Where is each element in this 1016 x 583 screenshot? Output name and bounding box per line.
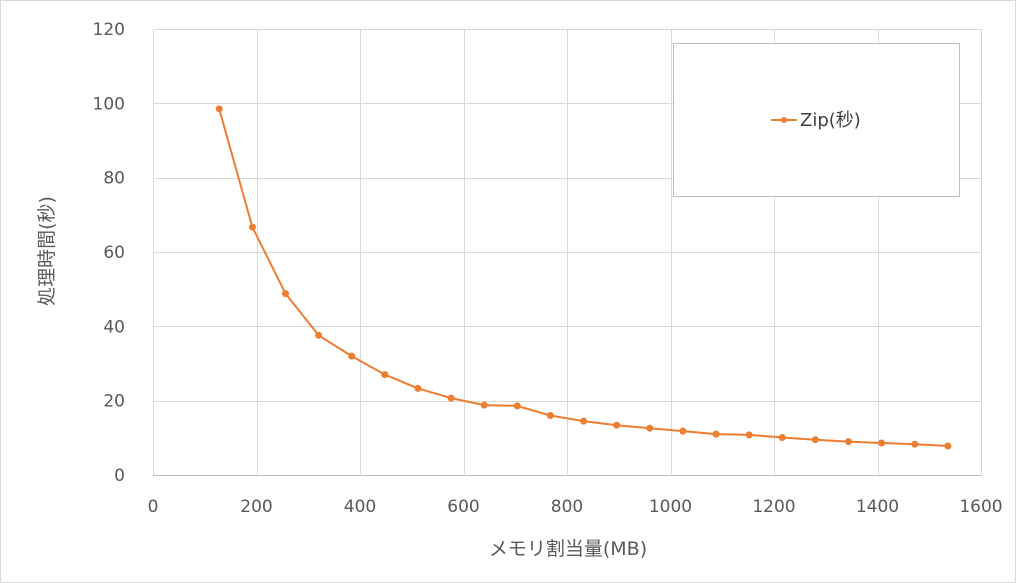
data-point	[745, 431, 753, 439]
x-tick-label: 1200	[752, 497, 795, 517]
legend-marker-swatch	[781, 117, 787, 123]
y-tick-label: 100	[93, 94, 125, 114]
y-tick-label: 40	[103, 317, 125, 337]
legend-box	[673, 43, 960, 197]
data-point	[381, 371, 389, 379]
x-axis-ticks: 0 200 400 600 800 1000 1200 1400 1600	[148, 497, 1003, 517]
data-point	[811, 436, 819, 444]
data-point	[248, 223, 256, 231]
y-axis-ticks: 0 20 40 60 80 100 120	[93, 20, 125, 486]
data-point	[712, 430, 720, 438]
data-point	[944, 442, 952, 450]
data-point	[546, 412, 554, 419]
y-tick-label: 120	[93, 20, 125, 40]
y-tick-label: 20	[103, 392, 125, 412]
y-tick-label: 0	[114, 466, 125, 486]
x-tick-label: 600	[447, 497, 479, 517]
data-point	[447, 394, 455, 402]
x-tick-label: 200	[240, 497, 272, 517]
y-axis-title: 処理時間(秒)	[36, 196, 58, 306]
data-point	[646, 424, 654, 432]
x-tick-label: 1000	[649, 497, 692, 517]
data-point	[911, 440, 919, 448]
data-point	[480, 401, 488, 409]
legend: Zip(秒)	[673, 43, 960, 197]
x-tick-label: 1600	[959, 497, 1002, 517]
y-tick-label: 60	[103, 243, 125, 263]
data-point	[513, 402, 521, 410]
data-point	[778, 434, 786, 441]
y-tick-label: 80	[103, 169, 125, 189]
x-tick-label: 400	[344, 497, 376, 517]
data-point	[215, 105, 223, 113]
data-point	[580, 417, 588, 425]
data-point	[348, 352, 356, 360]
data-point	[878, 439, 886, 447]
x-tick-label: 0	[148, 497, 159, 517]
data-point	[679, 427, 687, 435]
data-point	[845, 438, 852, 446]
data-point	[613, 421, 621, 429]
x-tick-label: 800	[551, 497, 583, 517]
data-point	[315, 331, 323, 339]
data-point	[282, 290, 289, 298]
x-axis-title: メモリ割当量(MB)	[489, 538, 647, 560]
x-tick-label: 1400	[856, 497, 899, 517]
data-point	[414, 384, 422, 392]
legend-label: Zip(秒)	[800, 110, 861, 131]
series-layer	[215, 105, 952, 450]
